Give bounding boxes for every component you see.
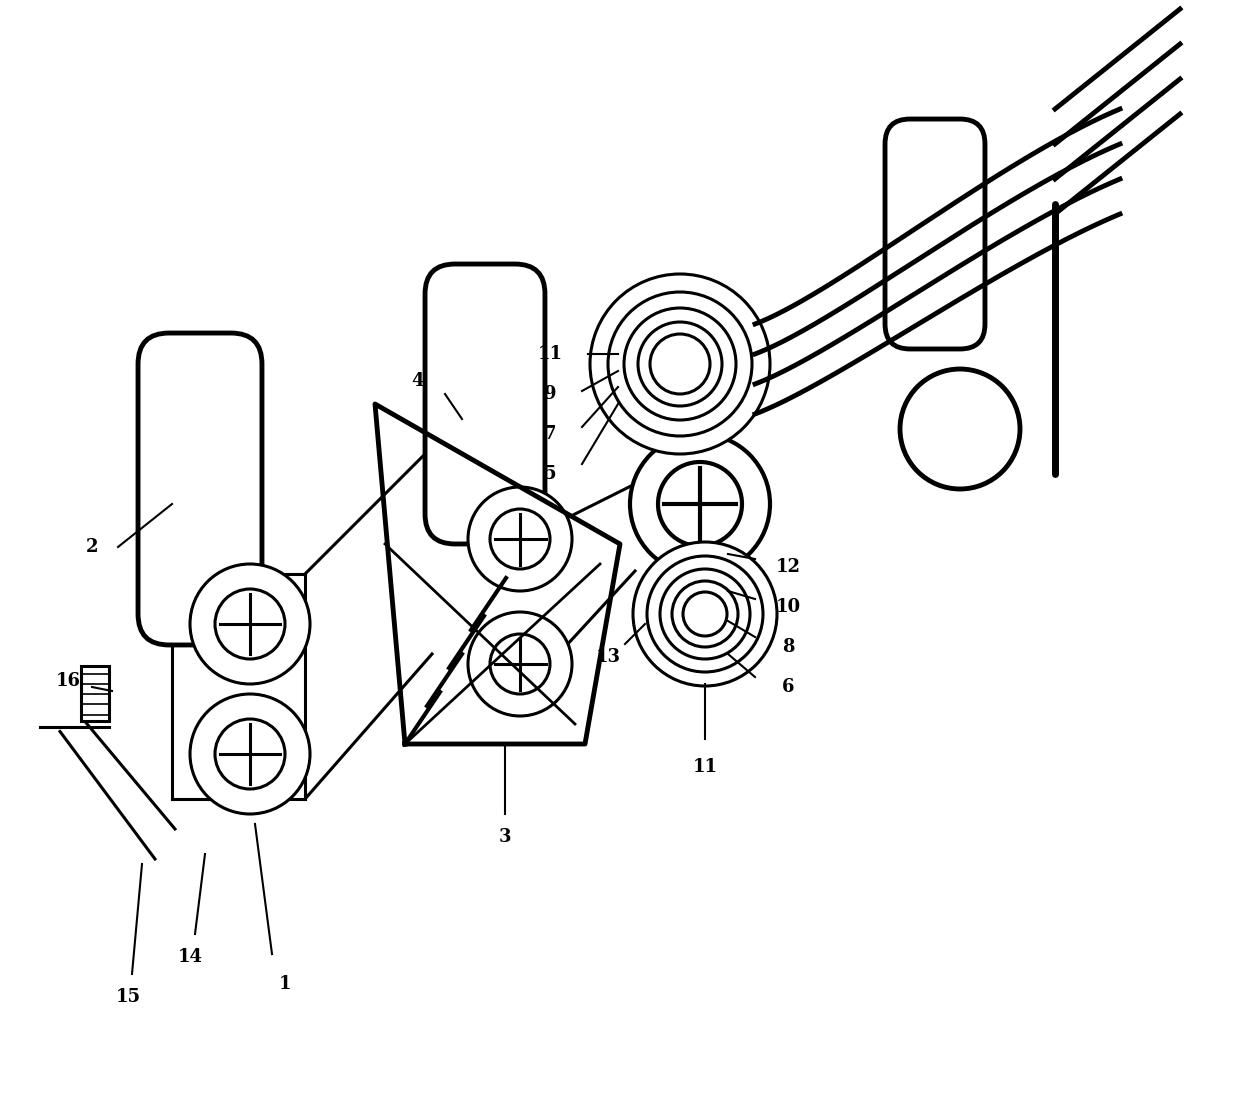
Text: 15: 15 [115, 988, 140, 1006]
Text: 16: 16 [56, 672, 81, 690]
FancyBboxPatch shape [425, 264, 544, 545]
Circle shape [658, 462, 742, 546]
Circle shape [900, 369, 1021, 489]
Text: 2: 2 [86, 538, 98, 556]
Text: 4: 4 [412, 372, 424, 390]
Text: 10: 10 [775, 598, 801, 615]
Text: 7: 7 [544, 425, 557, 442]
Text: 11: 11 [537, 345, 563, 363]
Circle shape [190, 694, 310, 814]
Text: 11: 11 [692, 757, 718, 776]
Circle shape [650, 334, 711, 394]
Text: 13: 13 [595, 648, 620, 667]
FancyBboxPatch shape [885, 119, 985, 349]
Text: 9: 9 [544, 385, 557, 403]
Circle shape [467, 612, 572, 716]
Circle shape [608, 292, 751, 436]
Circle shape [683, 592, 727, 635]
Circle shape [215, 719, 285, 788]
Circle shape [624, 308, 737, 420]
Circle shape [467, 487, 572, 591]
Text: 3: 3 [498, 828, 511, 846]
Text: 12: 12 [775, 558, 801, 576]
Text: 5: 5 [543, 465, 557, 484]
Circle shape [630, 434, 770, 574]
Bar [81, 667, 109, 722]
Circle shape [190, 564, 310, 684]
Circle shape [632, 542, 777, 686]
FancyBboxPatch shape [138, 333, 262, 645]
Circle shape [672, 581, 738, 647]
Text: 8: 8 [781, 638, 795, 657]
Text: 1: 1 [279, 975, 291, 993]
Circle shape [490, 634, 551, 694]
Circle shape [590, 274, 770, 454]
Circle shape [215, 589, 285, 659]
Circle shape [639, 322, 722, 406]
Text: 14: 14 [177, 948, 202, 966]
Circle shape [490, 509, 551, 569]
Circle shape [660, 569, 750, 659]
Text: 6: 6 [781, 678, 795, 696]
Circle shape [647, 556, 763, 672]
